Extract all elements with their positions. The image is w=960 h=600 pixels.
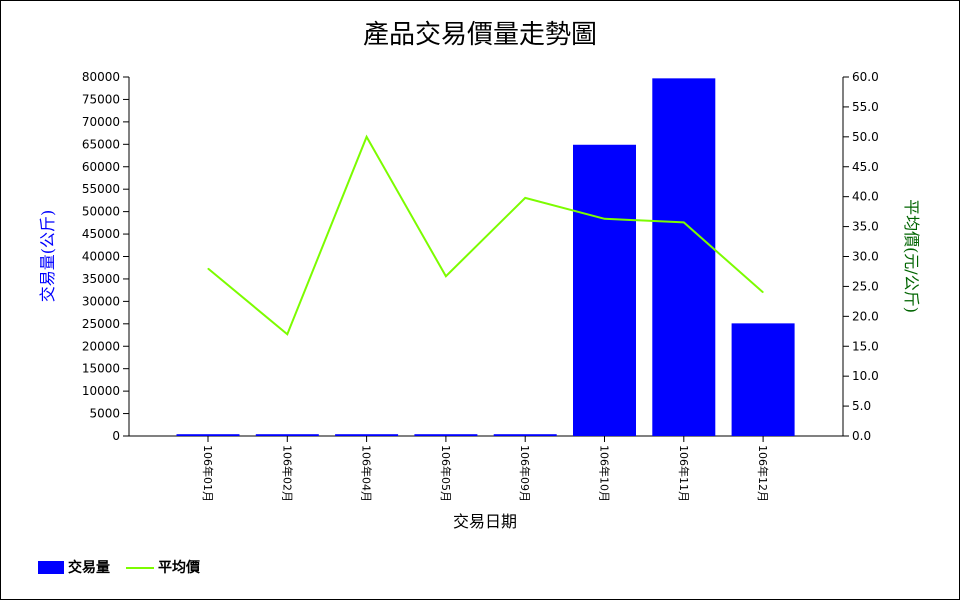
line-point: [762, 291, 764, 293]
right-tick-label: 20.0: [852, 309, 879, 323]
line-point: [366, 136, 368, 138]
line-point: [286, 333, 288, 335]
x-axis: 106年01月 106年02月 106年04月 106年05月 106年09月 106年1…: [125, 435, 847, 502]
right-axis-title: 平均價(元/公斤): [902, 199, 921, 313]
x-tick-label: 106年09月: [518, 445, 532, 502]
left-tick-label: 40000: [82, 250, 120, 264]
right-tick-label: 40.0: [852, 190, 879, 204]
left-tick-label: 30000: [82, 294, 120, 308]
line-path: [207, 134, 764, 336]
right-tick-label: 10.0: [852, 369, 879, 383]
x-tick-label: 106年02月: [280, 445, 294, 502]
left-tick-label: 15000: [82, 362, 120, 376]
legend-bar-label: 交易量: [68, 559, 110, 576]
left-tick-label: 0: [112, 429, 120, 443]
x-tick-label: 106年01月: [201, 445, 215, 502]
left-tick-label: 25000: [82, 317, 120, 331]
right-tick-label: 0.0: [852, 429, 871, 443]
x-tick-label: 106年05月: [439, 445, 453, 502]
right-y-axis: 0.0 5.0 10.0 15.0 20.0 25.0 30.0 35.0 40.0 45.0 50…: [842, 70, 879, 443]
right-tick-label: 50.0: [852, 130, 879, 144]
line-point: [445, 275, 447, 277]
bar: [493, 434, 557, 436]
left-tick-label: 55000: [82, 182, 120, 196]
left-tick-label: 70000: [82, 115, 120, 129]
left-tick-label: 65000: [82, 137, 120, 151]
right-tick-label: 35.0: [852, 220, 879, 234]
left-tick-label: 20000: [82, 339, 120, 353]
x-tick-label: 106年11月: [677, 445, 691, 502]
x-tick-label: 106年10月: [598, 445, 612, 502]
right-tick-label: 30.0: [852, 250, 879, 264]
bar: [414, 434, 478, 436]
left-tick-label: 80000: [82, 70, 120, 84]
chart-title: 產品交易價量走勢圖: [363, 20, 597, 50]
left-axis-title: 交易量(公斤): [38, 210, 57, 303]
line-point: [683, 221, 685, 223]
line-point: [524, 197, 526, 199]
bar: [176, 434, 240, 436]
line-series: [207, 134, 764, 336]
bar-series: [176, 78, 795, 437]
bar: [335, 434, 399, 436]
x-tick-label: 106年12月: [756, 445, 770, 502]
right-tick-label: 15.0: [852, 339, 879, 353]
bar: [652, 78, 716, 436]
line-point: [604, 218, 605, 220]
x-tick-label: 106年04月: [360, 445, 374, 502]
bar: [255, 434, 319, 436]
bar: [573, 144, 636, 437]
right-tick-label: 55.0: [852, 100, 879, 114]
left-tick-label: 50000: [82, 205, 120, 219]
legend: 交易量 平均價: [38, 559, 201, 576]
left-tick-label: 45000: [82, 227, 120, 241]
bar: [731, 323, 795, 436]
left-tick-label: 10000: [82, 384, 120, 398]
left-tick-label: 35000: [82, 272, 120, 286]
left-tick-label: 5000: [89, 407, 120, 421]
left-tick-label: 60000: [82, 160, 120, 174]
line-point: [207, 267, 209, 269]
right-tick-label: 60.0: [852, 70, 879, 84]
right-tick-label: 25.0: [852, 279, 879, 293]
left-tick-label: 75000: [82, 92, 120, 106]
right-tick-label: 45.0: [852, 160, 879, 174]
x-axis-title: 交易日期: [453, 512, 517, 531]
right-tick-label: 5.0: [852, 399, 871, 413]
legend-line-label: 平均價: [158, 559, 201, 576]
legend-bar-swatch: [38, 561, 64, 574]
left-y-axis: 0 5000 10000 15000 20000 25000 30000 35000 40000…: [82, 70, 130, 443]
